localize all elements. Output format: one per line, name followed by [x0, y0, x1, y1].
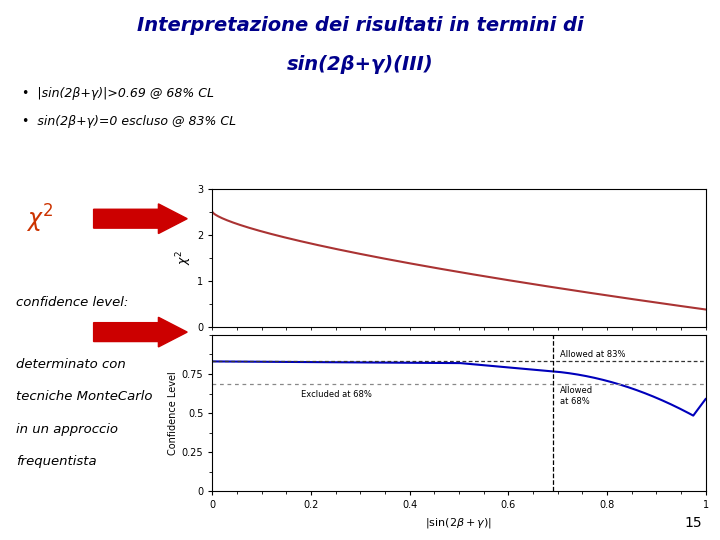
FancyArrow shape: [94, 317, 187, 347]
Text: Interpretazione dei risultati in termini di: Interpretazione dei risultati in termini…: [137, 16, 583, 35]
Y-axis label: Confidence Level: Confidence Level: [168, 371, 178, 455]
Text: Excluded at 68%: Excluded at 68%: [301, 390, 372, 400]
Text: •  sin(2β+γ)=0 escluso @ 83% CL: • sin(2β+γ)=0 escluso @ 83% CL: [22, 114, 236, 127]
Text: sin(2β+γ)(III): sin(2β+γ)(III): [287, 55, 433, 73]
Text: 15: 15: [685, 516, 702, 530]
Text: $\chi^2$: $\chi^2$: [26, 202, 53, 235]
Y-axis label: $\chi^2$: $\chi^2$: [175, 250, 194, 266]
Text: Allowed
at 68%: Allowed at 68%: [560, 386, 593, 406]
Text: •  |sin(2β+γ)|>0.69 @ 68% CL: • |sin(2β+γ)|>0.69 @ 68% CL: [22, 87, 215, 100]
FancyArrow shape: [94, 204, 187, 233]
Text: Allowed at 83%: Allowed at 83%: [560, 350, 626, 359]
Text: in un approccio: in un approccio: [16, 423, 118, 436]
Text: tecniche MonteCarlo: tecniche MonteCarlo: [16, 390, 153, 403]
Text: confidence level:: confidence level:: [16, 296, 128, 309]
Text: determinato con: determinato con: [16, 358, 125, 371]
Text: frequentista: frequentista: [16, 455, 96, 468]
X-axis label: $|\sin(2\beta+\gamma)|$: $|\sin(2\beta+\gamma)|$: [426, 516, 492, 530]
